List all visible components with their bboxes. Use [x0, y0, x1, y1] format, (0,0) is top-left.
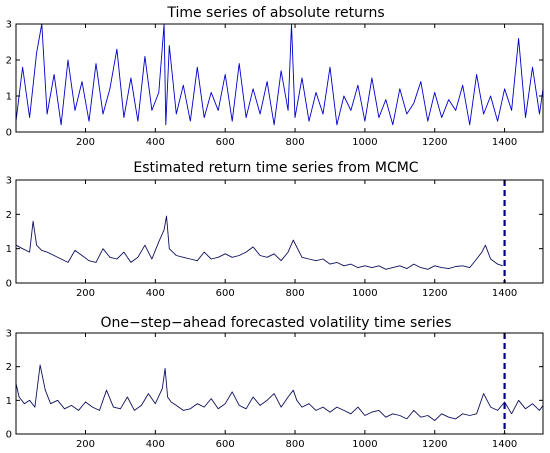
y-tick-label: 1 [6, 244, 12, 255]
y-tick-label: 0 [6, 279, 12, 290]
y-tick-label: 2 [6, 56, 12, 67]
x-tick-label: 1400 [492, 137, 517, 148]
plot-frame [15, 332, 544, 435]
y-tick-label: 1 [6, 92, 12, 103]
x-tick-label: 1200 [422, 288, 447, 299]
x-tick-label: 600 [216, 137, 235, 148]
y-tick-label: 3 [6, 176, 12, 187]
y-tick-label: 0 [6, 430, 12, 441]
plot-frame [15, 23, 544, 133]
y-tick-label: 0 [6, 128, 12, 139]
x-tick-label: 200 [76, 288, 95, 299]
series-line [15, 215, 503, 270]
chart-title: Estimated return time series from MCMC [133, 160, 418, 176]
x-tick-label: 1000 [352, 137, 377, 148]
x-tick-label: 1400 [492, 288, 517, 299]
series-line [15, 23, 544, 126]
y-tick-label: 1 [6, 396, 12, 407]
x-tick-label: 1000 [352, 439, 377, 450]
y-tick-label: 2 [6, 362, 12, 373]
chart-title: One−step−ahead forecasted volatility tim… [100, 315, 451, 331]
plot-frame [15, 179, 544, 284]
chart-title: Time series of absolute returns [166, 5, 384, 21]
x-tick-label: 800 [285, 137, 304, 148]
y-tick-label: 3 [6, 329, 12, 340]
x-tick-label: 400 [146, 137, 165, 148]
x-tick-label: 400 [146, 439, 165, 450]
x-tick-label: 1200 [422, 137, 447, 148]
panel-forecasted-volatility: One−step−ahead forecasted volatility tim… [6, 315, 544, 450]
x-tick-label: 200 [76, 137, 95, 148]
y-tick-label: 3 [6, 20, 12, 31]
x-tick-label: 1000 [352, 288, 377, 299]
panel-estimated-returns: Estimated return time series from MCMC 2… [6, 160, 544, 299]
x-tick-label: 800 [285, 288, 304, 299]
x-tick-label: 1200 [422, 439, 447, 450]
panel-absolute-returns: Time series of absolute returns 200 400 60… [6, 5, 544, 148]
x-tick-label: 200 [76, 439, 95, 450]
series-line [15, 364, 544, 421]
x-tick-label: 400 [146, 288, 165, 299]
y-tick-label: 2 [6, 210, 12, 221]
x-tick-label: 600 [216, 288, 235, 299]
x-tick-label: 1400 [492, 439, 517, 450]
x-tick-label: 800 [285, 439, 304, 450]
x-tick-label: 600 [216, 439, 235, 450]
